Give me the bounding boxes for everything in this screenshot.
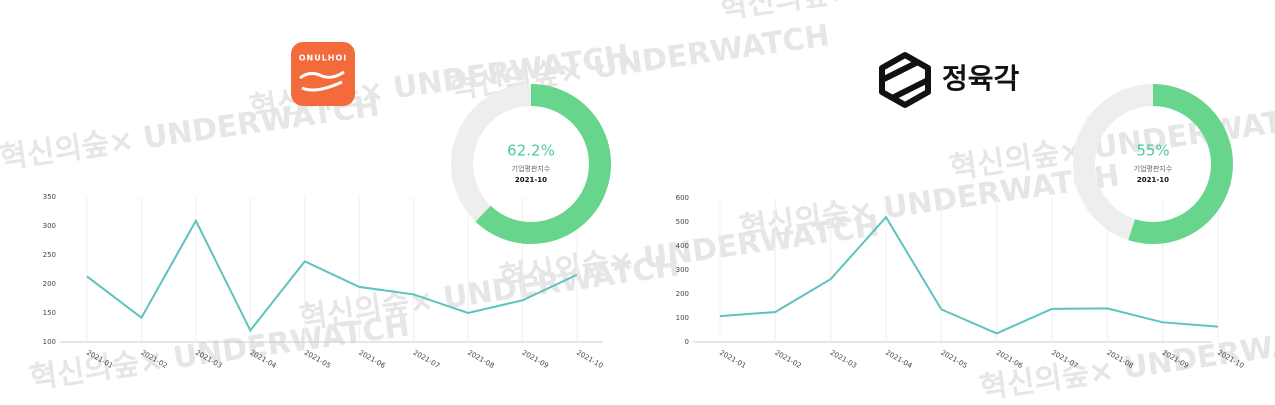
gauge-value <box>475 84 611 244</box>
x-tick-label: 2021-03 <box>829 349 858 371</box>
watermark-name: UNDERWATCH <box>1121 318 1275 386</box>
watermark-cross: × <box>846 193 876 231</box>
y-tick-label: 200 <box>43 280 56 288</box>
watermark-cross: × <box>1086 353 1116 391</box>
x-tick-label: 2021-10 <box>575 349 604 371</box>
line <box>719 215 1219 335</box>
y-tick-label: 300 <box>43 222 56 230</box>
x-tick-label: 2021-09 <box>521 349 550 371</box>
watermark-cross: × <box>106 123 136 161</box>
watermark-name: UNDERWATCH <box>591 18 832 86</box>
logo-text: 정육각 <box>942 62 1020 95</box>
gauge-period: 2021-10 <box>515 176 547 184</box>
gauge-period: 2021-10 <box>1137 176 1169 184</box>
y-tick-label: 0 <box>685 338 689 346</box>
watermark-cross: × <box>826 0 856 11</box>
gauge-value-label: 55% <box>1136 142 1169 160</box>
watermark-cross: × <box>406 283 436 321</box>
watermark: 혁신의숲×UNDERWATCH <box>717 0 1101 26</box>
y-tick-label: 350 <box>43 193 56 201</box>
y-tick-label: 500 <box>676 218 689 226</box>
y-tick-label: 200 <box>676 290 689 298</box>
logo-text: ONULHOI <box>299 54 348 63</box>
x-tick-label: 2021-06 <box>357 349 387 371</box>
watermark: 혁신의숲×UNDERWATCH <box>27 308 411 396</box>
x-tick-label: 2021-07 <box>412 349 441 371</box>
watermark-brand: 혁신의숲 <box>0 126 112 176</box>
x-tick-label: 2021-02 <box>773 349 802 371</box>
y-tick-label: 150 <box>43 309 56 317</box>
logo-mark <box>879 52 931 108</box>
x-tick-label: 2021-04 <box>884 349 914 371</box>
x-tick-label: 2021-01 <box>718 349 747 371</box>
logo-icon <box>291 42 355 106</box>
y-tick-label: 100 <box>676 314 689 322</box>
y-tick-label: 600 <box>676 194 689 202</box>
gauge-label: 기업평판지수 <box>1134 164 1173 173</box>
gauge-value <box>1128 84 1233 244</box>
x-tick-label: 2021-08 <box>466 349 495 371</box>
watermark-name: UNDERWATCH <box>861 0 1102 6</box>
y-tick-label: 400 <box>676 242 689 250</box>
y-tick-label: 300 <box>676 266 689 274</box>
watermark-cross: × <box>136 343 166 381</box>
watermark-cross: × <box>356 73 386 111</box>
watermark-brand: 혁신의숲 <box>27 346 141 396</box>
logo-mark <box>299 70 345 92</box>
y-tick-label: 100 <box>43 338 56 346</box>
line <box>86 218 578 333</box>
y-tick-label: 250 <box>43 251 56 259</box>
x-tick-label: 2021-05 <box>939 349 968 371</box>
watermark-cross: × <box>606 243 636 281</box>
gauge-label: 기업평판지수 <box>512 164 551 173</box>
watermark-cross: × <box>556 53 586 91</box>
gauge-value-label: 62.2% <box>507 142 555 160</box>
